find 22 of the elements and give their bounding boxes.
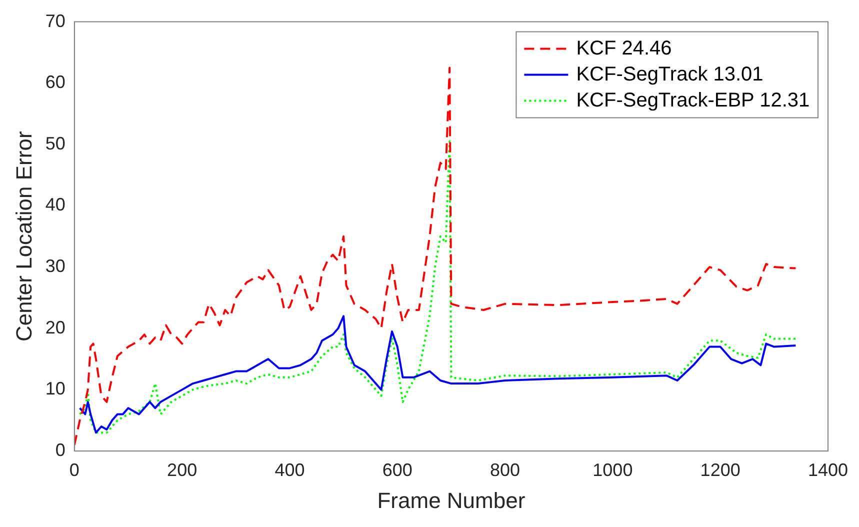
legend-label: KCF 24.46 [576, 37, 672, 60]
line-series [78, 140, 797, 434]
y-tick-label: 0 [55, 440, 66, 460]
x-tick-label: 800 [490, 460, 520, 480]
legend-label: KCF-SegTrack-EBP 12.31 [576, 89, 810, 112]
y-tick-label: 10 [45, 378, 66, 399]
x-tick-label: 1400 [808, 460, 848, 480]
x-tick-label: 1200 [700, 460, 740, 480]
y-tick-label: 40 [45, 194, 66, 215]
x-tick-label: 400 [274, 460, 305, 480]
x-tick-label: 200 [167, 460, 198, 480]
y-axis-title: Center Location Error [11, 131, 36, 342]
y-tick-label: 20 [45, 317, 66, 338]
x-tick-label: 1000 [592, 460, 633, 480]
y-tick-label: 50 [45, 133, 66, 154]
y-tick-label: 60 [45, 72, 66, 92]
x-tick-label: 600 [382, 460, 412, 480]
x-tick-label: 0 [69, 460, 80, 480]
legend-label: KCF-SegTrack 13.01 [576, 63, 764, 86]
y-tick-label: 70 [45, 10, 66, 31]
y-tick-label: 30 [45, 256, 66, 276]
x-axis-title: Frame Number [377, 488, 526, 513]
